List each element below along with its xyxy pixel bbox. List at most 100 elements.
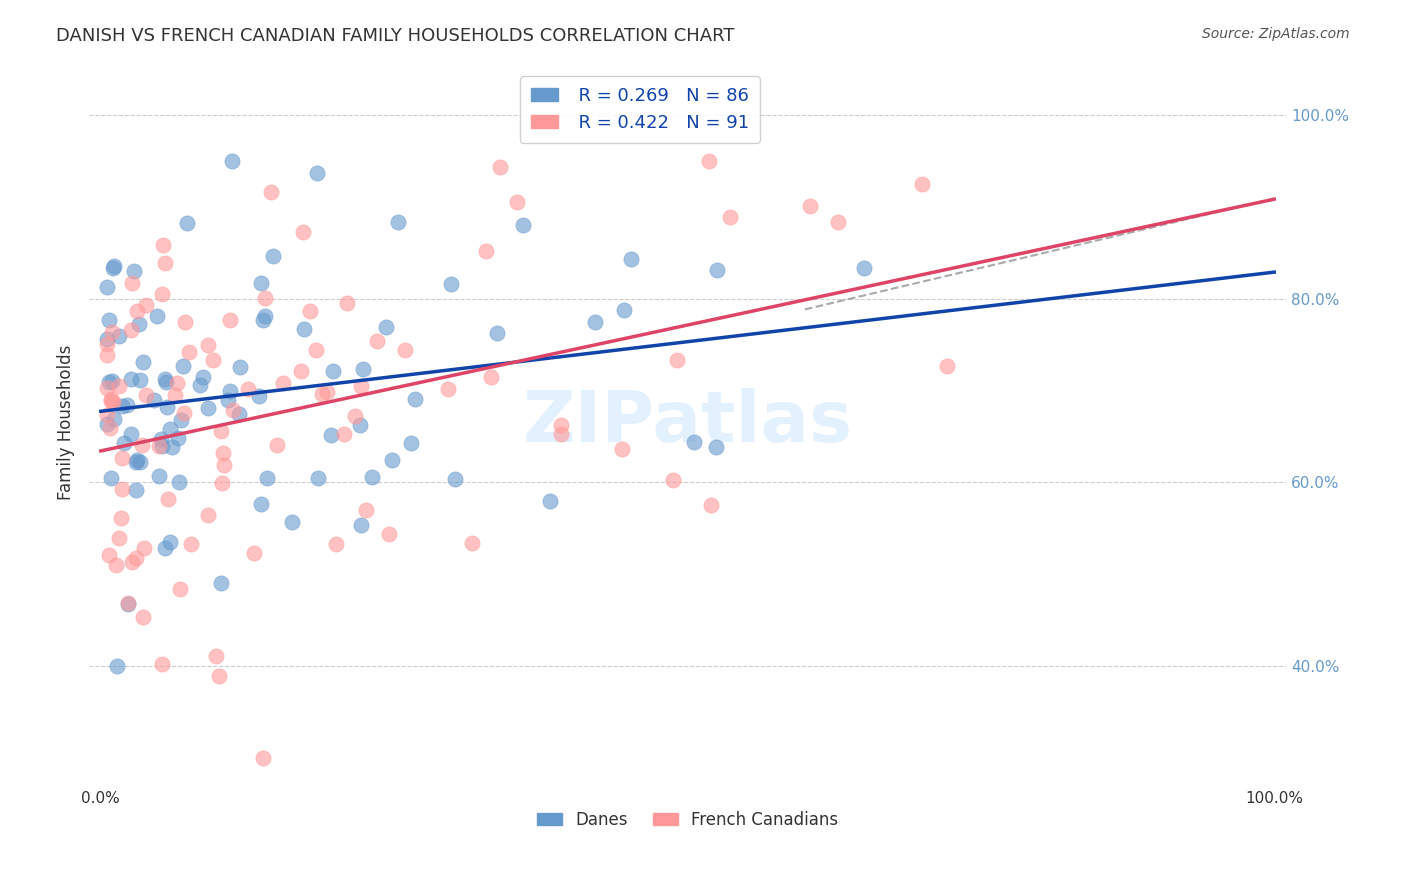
Point <box>120 323 142 337</box>
Point <box>298 304 321 318</box>
Point <box>799 199 821 213</box>
Point <box>221 153 243 168</box>
Point <box>209 575 232 590</box>
Point <box>142 392 165 407</box>
Point <box>166 376 188 390</box>
Point <box>117 597 139 611</box>
Point <box>128 317 150 331</box>
Point <box>404 392 426 406</box>
Point <box>662 473 685 487</box>
Point <box>583 314 606 328</box>
Point <box>620 252 643 266</box>
Point <box>366 334 388 348</box>
Point <box>121 276 143 290</box>
Point <box>222 402 245 417</box>
Point <box>167 475 190 490</box>
Point <box>610 442 633 457</box>
Point <box>97 313 120 327</box>
Point <box>273 376 295 390</box>
Point <box>377 526 399 541</box>
Point <box>387 215 409 229</box>
Point <box>120 427 142 442</box>
Point <box>211 476 233 491</box>
Point <box>683 435 706 450</box>
Point <box>256 471 278 485</box>
Point <box>180 537 202 551</box>
Point <box>100 471 122 485</box>
Point <box>121 556 143 570</box>
Point <box>291 225 314 239</box>
Point <box>107 379 129 393</box>
Point <box>699 498 721 512</box>
Point <box>170 413 193 427</box>
Point <box>349 417 371 432</box>
Point <box>247 389 270 403</box>
Point <box>153 372 176 386</box>
Point <box>209 424 232 438</box>
Point <box>304 343 326 357</box>
Point <box>127 304 149 318</box>
Point <box>250 497 273 511</box>
Point <box>98 421 121 435</box>
Point <box>292 322 315 336</box>
Point <box>375 320 398 334</box>
Point <box>697 153 720 168</box>
Point <box>236 383 259 397</box>
Point <box>135 297 157 311</box>
Point <box>307 471 329 485</box>
Point <box>262 249 284 263</box>
Point <box>165 387 187 401</box>
Point <box>550 426 572 441</box>
Point <box>100 392 122 407</box>
Point <box>159 422 181 436</box>
Point <box>167 431 190 445</box>
Point <box>125 483 148 497</box>
Point <box>512 219 534 233</box>
Point <box>150 439 173 453</box>
Text: Source: ZipAtlas.com: Source: ZipAtlas.com <box>1202 27 1350 41</box>
Legend: Danes, French Canadians: Danes, French Canadians <box>530 805 845 836</box>
Point <box>197 508 219 522</box>
Point <box>718 210 741 224</box>
Point <box>350 518 373 533</box>
Point <box>101 374 124 388</box>
Point <box>319 428 342 442</box>
Point <box>98 375 121 389</box>
Point <box>394 343 416 358</box>
Point <box>322 364 344 378</box>
Point <box>96 332 118 346</box>
Point <box>704 440 727 454</box>
Point <box>243 546 266 560</box>
Point <box>145 309 167 323</box>
Point <box>281 515 304 529</box>
Point <box>132 355 155 369</box>
Point <box>176 216 198 230</box>
Point <box>98 549 121 563</box>
Point <box>103 259 125 273</box>
Point <box>343 409 366 423</box>
Point <box>475 244 498 259</box>
Point <box>254 309 277 323</box>
Point <box>101 325 124 339</box>
Point <box>117 596 139 610</box>
Point <box>305 166 328 180</box>
Point <box>135 387 157 401</box>
Point <box>132 541 155 556</box>
Point <box>105 558 128 572</box>
Point <box>311 386 333 401</box>
Text: DANISH VS FRENCH CANADIAN FAMILY HOUSEHOLDS CORRELATION CHART: DANISH VS FRENCH CANADIAN FAMILY HOUSEHO… <box>56 27 735 45</box>
Point <box>461 536 484 550</box>
Point <box>179 345 201 359</box>
Point <box>486 326 509 340</box>
Point <box>228 407 250 421</box>
Point <box>169 582 191 597</box>
Point <box>665 352 688 367</box>
Point <box>219 384 242 399</box>
Point <box>107 531 129 545</box>
Point <box>266 438 288 452</box>
Point <box>173 406 195 420</box>
Point <box>217 392 239 407</box>
Point <box>173 315 195 329</box>
Point <box>103 412 125 426</box>
Point <box>150 287 173 301</box>
